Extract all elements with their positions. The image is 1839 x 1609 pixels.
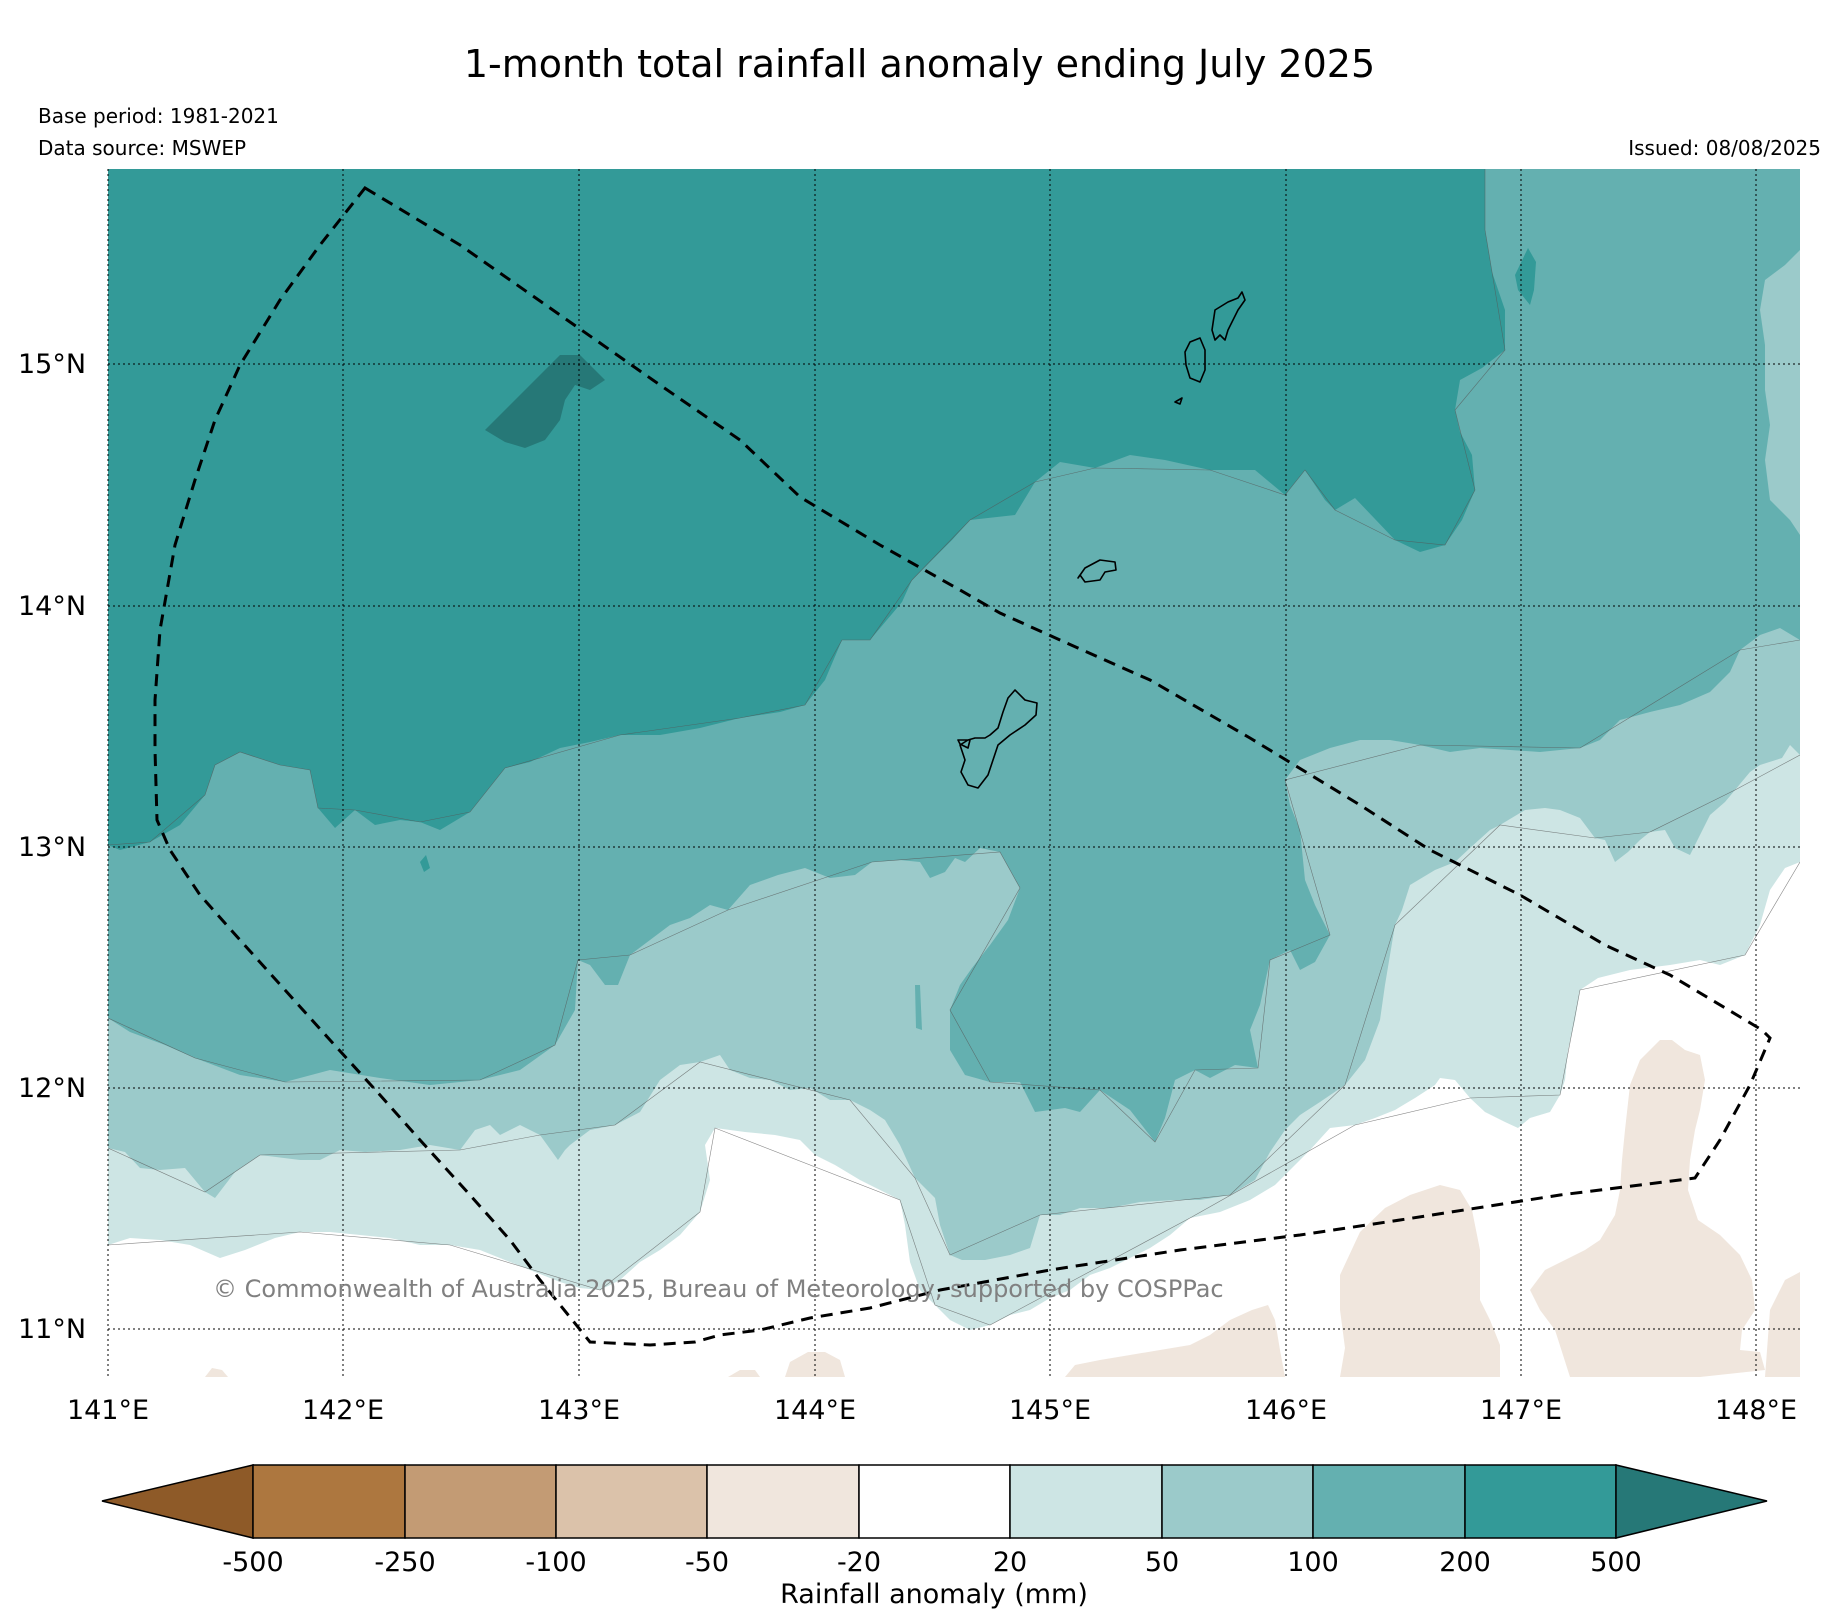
contour-fill-layer [108,169,1800,1377]
colorbar-tick-200: 200 [1439,1547,1491,1578]
colorbar-segment-below-minus500 [101,1464,254,1539]
data-source-label: Data source: MSWEP [38,136,247,160]
lon-tick-142: 142°E [302,1395,384,1426]
colorbar-tick-minus500: -500 [222,1547,283,1578]
colorbar-segment-20-50 [1009,1464,1163,1539]
contour-band-20-50-patch [1545,978,1572,990]
colorbar-tick-50: 50 [1145,1547,1179,1578]
lon-tick-144: 144°E [774,1395,856,1426]
colorbar-segment-200-500 [1464,1464,1617,1539]
colorbar-tick-labels: -500 -250 -100 -50 -20 20 50 100 200 500 [222,1547,1641,1578]
colorbar-tick-minus20: -20 [837,1547,881,1578]
contour-artefact-b [915,985,922,1030]
lon-tick-141: 141°E [67,1395,149,1426]
colorbar-tick-minus250: -250 [374,1547,435,1578]
contour-band-minus20-minus50-east [1530,1040,1765,1377]
colorbar-tick-20: 20 [993,1547,1027,1578]
colorbar-tick-100: 100 [1287,1547,1339,1578]
lon-tick-labels: 141°E 142°E 143°E 144°E 145°E 146°E 147°… [67,1395,1797,1426]
contour-band-minus20-minus50-south [1065,1305,1285,1377]
contour-lines [108,169,1800,1326]
contour-band-minus20-minus50-sw2 [728,1370,760,1377]
islands-layer [957,291,1246,789]
contour-band-minus20-minus50-west [205,1368,228,1377]
eez-boundary [153,186,1772,1347]
colorbar [101,1464,1768,1539]
lon-tick-143: 143°E [538,1395,620,1426]
contour-band-minus20-minus50-edge [1765,1272,1800,1377]
base-period-label: Base period: 1981-2021 [38,104,279,128]
lon-tick-146: 146°E [1245,1395,1327,1426]
colorbar-segment-minus500-minus250 [252,1464,406,1539]
lat-tick-15: 15°N [18,349,86,380]
copyright-notice: © Commonwealth of Australia 2025, Bureau… [213,1275,1224,1303]
lat-tick-11: 11°N [18,1314,86,1345]
colorbar-segment-above-500 [1615,1464,1768,1539]
colorbar-segment-minus100-minus50 [555,1464,708,1539]
colorbar-tick-500: 500 [1590,1547,1642,1578]
colorbar-segment-100-200 [1312,1464,1466,1539]
lon-tick-145: 145°E [1009,1395,1091,1426]
colorbar-tick-minus50: -50 [685,1547,729,1578]
contour-spot-200-500 [1515,248,1536,305]
island-guam [957,689,1038,789]
colorbar-title: Rainfall anomaly (mm) [780,1579,1088,1609]
colorbar-segment-minus20-20 [858,1464,1011,1539]
lon-tick-147: 147°E [1480,1395,1562,1426]
lat-tick-14: 14°N [18,591,86,622]
lat-tick-labels: 15°N 14°N 13°N 12°N 11°N [18,349,86,1345]
graticule [107,169,1800,1377]
lat-tick-12: 12°N [18,1073,86,1104]
island-rota [1077,559,1117,583]
issued-date-label: Issued: 08/08/2025 [1628,136,1821,160]
contour-band-above-500 [485,355,605,448]
lon-tick-148: 148°E [1715,1395,1797,1426]
colorbar-segment-minus250-minus100 [404,1464,557,1539]
colorbar-segment-minus50-minus20 [706,1464,860,1539]
colorbar-segment-50-100 [1161,1464,1314,1539]
colorbar-tick-minus100: -100 [525,1547,586,1578]
lat-tick-13: 13°N [18,832,86,863]
island-tinian [1174,337,1206,405]
page-title: 1-month total rainfall anomaly ending Ju… [463,42,1376,86]
island-saipan [1211,291,1246,341]
contour-artefact-a [420,855,430,872]
